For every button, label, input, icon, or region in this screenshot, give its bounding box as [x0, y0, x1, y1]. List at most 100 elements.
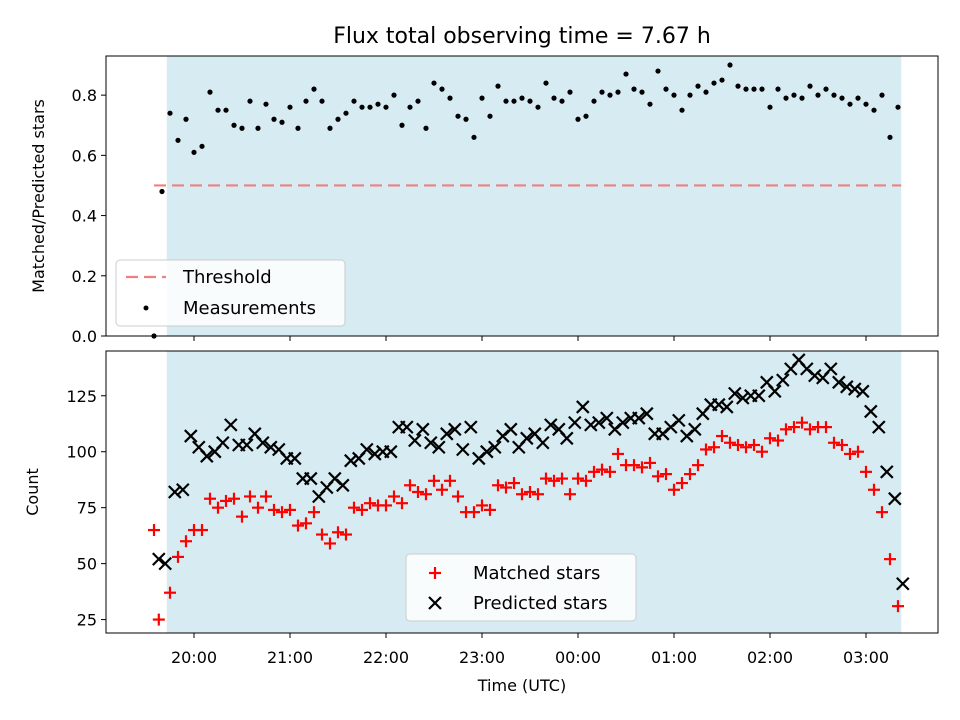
predicted-star-point [808, 368, 822, 383]
legend-measurements-label: Measurements [183, 298, 316, 319]
matched-star-point [148, 524, 160, 537]
measurement-point [639, 89, 645, 95]
predicted-star-point [848, 382, 862, 396]
predicted-star-point [424, 435, 438, 450]
top-panel: 0.00.20.40.60.8 Matched/Predicted stars … [29, 55, 939, 346]
matched-star-point [348, 501, 360, 514]
matched-star-point [508, 477, 520, 490]
predicted-star-point [456, 442, 470, 457]
matched-star-point [660, 468, 672, 481]
predicted-star-point [184, 429, 198, 443]
top-y-ticks: 0.0 0.2 0.4 0.6 0.8 [72, 86, 106, 346]
matched-star-point [316, 528, 328, 541]
measurement-point [263, 101, 269, 107]
predicted-star-point [832, 375, 846, 390]
matched-star-point [492, 479, 504, 492]
predicted-star-point [344, 453, 358, 468]
matched-star-point [284, 503, 296, 516]
predicted-star-point [488, 440, 502, 455]
matched-star-point [644, 456, 656, 469]
top-legend: Threshold Measurements [115, 259, 346, 327]
legend-matched-label: Matched stars [473, 563, 600, 584]
predicted-star-point [480, 444, 494, 459]
predicted-star-point [632, 411, 646, 425]
matched-star-point [452, 490, 464, 503]
measurement-point [199, 143, 205, 149]
matched-star-point [668, 483, 680, 496]
matched-star-point [220, 494, 232, 507]
matched-star-point [596, 463, 608, 476]
matched-star-point [436, 483, 448, 496]
legend-predicted-label: Predicted stars [473, 593, 607, 614]
matched-star-point [780, 423, 792, 436]
predicted-star-point [576, 400, 590, 414]
measurement-point [583, 113, 589, 119]
matched-star-point [396, 497, 408, 510]
predicted-star-point [712, 397, 726, 412]
predicted-star-point [440, 427, 454, 441]
matched-star-point [876, 506, 888, 519]
measurement-point [831, 92, 837, 98]
measurement-point [439, 86, 445, 92]
measurement-point [167, 110, 173, 116]
measurement-point [215, 107, 221, 113]
measurement-point [391, 92, 397, 98]
predicted-star-point [688, 422, 702, 437]
predicted-star-point [736, 391, 750, 405]
measurement-point [415, 98, 421, 104]
bottom-legend: Matched stars Predicted stars [405, 553, 637, 622]
measurement-point [423, 125, 429, 131]
predicted-star-point [224, 418, 238, 432]
matched-star-point [524, 486, 536, 498]
matched-star-point [868, 483, 880, 496]
predicted-star-point [368, 447, 382, 461]
predicted-star-point [888, 491, 902, 506]
matched-star-point [580, 474, 592, 487]
predicted-star-point [728, 386, 742, 401]
matched-star-point [836, 439, 848, 451]
top-y-axis-label: Matched/Predicted stars [29, 99, 48, 293]
predicted-star-point [616, 415, 630, 430]
measurement-point [471, 134, 477, 140]
matched-star-point [628, 459, 640, 472]
matched-star-point [252, 501, 264, 514]
measurement-point [711, 80, 717, 86]
measurement-point [623, 71, 629, 77]
predicted-star-point [872, 420, 886, 434]
matched-star-point [852, 445, 864, 458]
matched-star-point [572, 472, 584, 485]
x-tick-label: 22:00 [363, 648, 409, 667]
matched-star-point [532, 488, 544, 501]
predicted-star-point [896, 576, 910, 591]
matched-star-point [260, 490, 272, 503]
matched-star-point [804, 423, 816, 436]
matched-star-point [364, 497, 376, 510]
matched-star-point [764, 432, 776, 445]
measurement-point [279, 119, 285, 125]
measurement-point [655, 68, 661, 74]
matched-star-point [732, 439, 744, 451]
measurement-point [311, 86, 317, 92]
predicted-star-point [768, 384, 782, 399]
x-axis-label: Time (UTC) [477, 676, 566, 695]
matched-star-point [388, 490, 400, 503]
predicted-star-point [752, 388, 766, 403]
matched-star-point [604, 465, 616, 478]
bottom-legend-box [405, 553, 637, 622]
measurement-point [343, 110, 349, 116]
matched-star-point [324, 537, 336, 550]
measurement-point [895, 104, 901, 110]
measurement-point [759, 86, 765, 92]
measurement-point [295, 125, 301, 131]
matched-star-point [404, 479, 416, 492]
matched-star-point [308, 506, 320, 519]
measurement-point [223, 107, 229, 113]
top-y-tick-label: 0.2 [72, 267, 97, 286]
matched-star-point [884, 553, 896, 566]
predicted-star-point [240, 438, 254, 452]
matched-star-point [636, 461, 648, 474]
x-tick-label: 21:00 [267, 648, 313, 667]
top-y-tick-label: 0.8 [72, 86, 97, 105]
x-tick-label: 02:00 [747, 648, 793, 667]
